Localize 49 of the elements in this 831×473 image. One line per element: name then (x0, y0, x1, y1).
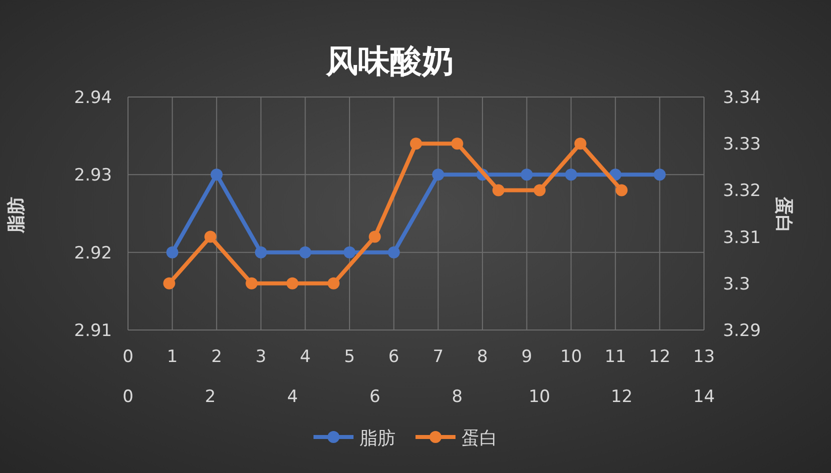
x2-tick-label: 2 (204, 387, 216, 407)
x2-tick-label: 10 (528, 387, 550, 407)
x-tick-label: 3 (256, 347, 266, 367)
x2-tick-label: 4 (287, 387, 298, 407)
point (492, 184, 504, 196)
x-tick-label: 4 (300, 347, 311, 367)
point (410, 138, 422, 150)
x-tick-label: 9 (521, 347, 532, 367)
x-tick-label: 0 (122, 347, 134, 367)
x2-tick-label: 8 (452, 387, 463, 407)
point (246, 277, 258, 290)
y-tick-label: 2.94 (74, 88, 112, 108)
y2-tick-label: 3.32 (723, 181, 761, 202)
legend-label: 脂肪 (360, 428, 396, 449)
x2-tick-label: 14 (693, 387, 715, 407)
y-tick-label: 2.92 (74, 243, 112, 264)
x2-tick-label: 12 (610, 387, 633, 407)
x2-tick-label: 0 (122, 387, 134, 407)
legend-label: 蛋白 (462, 428, 498, 449)
x2-tick-label: 6 (369, 387, 380, 407)
x-tick-label: 8 (477, 347, 488, 367)
point (328, 277, 340, 290)
x-tick-label: 11 (604, 347, 626, 367)
y2-axis-title: 蛋白 (773, 196, 794, 233)
x-tick-label: 1 (166, 347, 178, 367)
point (368, 230, 381, 243)
y2-tick-label: 3.29 (723, 321, 761, 341)
x-tick-label: 6 (388, 347, 400, 367)
x-tick-label: 2 (211, 347, 222, 367)
y2-tick-label: 3.31 (723, 228, 761, 248)
point (451, 138, 464, 150)
point (616, 184, 628, 196)
y2-tick-label: 3.3 (723, 274, 750, 294)
point (204, 230, 216, 243)
x-tick-label: 5 (344, 347, 355, 367)
chart-title: 风味酸奶 (325, 42, 454, 80)
y2-tick-label: 3.34 (723, 88, 761, 108)
point (534, 184, 546, 196)
y-axis-title: 脂肪 (6, 197, 27, 234)
x-tick-label: 7 (432, 347, 444, 367)
y2-tick-label: 3.33 (723, 134, 761, 155)
x-tick-label: 12 (648, 347, 671, 367)
x-tick-label: 10 (560, 347, 582, 367)
y-tick-label: 2.91 (74, 321, 112, 341)
y-tick-label: 2.93 (74, 166, 112, 186)
point (286, 277, 298, 290)
point (163, 277, 176, 290)
x-tick-label: 13 (693, 347, 715, 367)
point (574, 138, 586, 150)
